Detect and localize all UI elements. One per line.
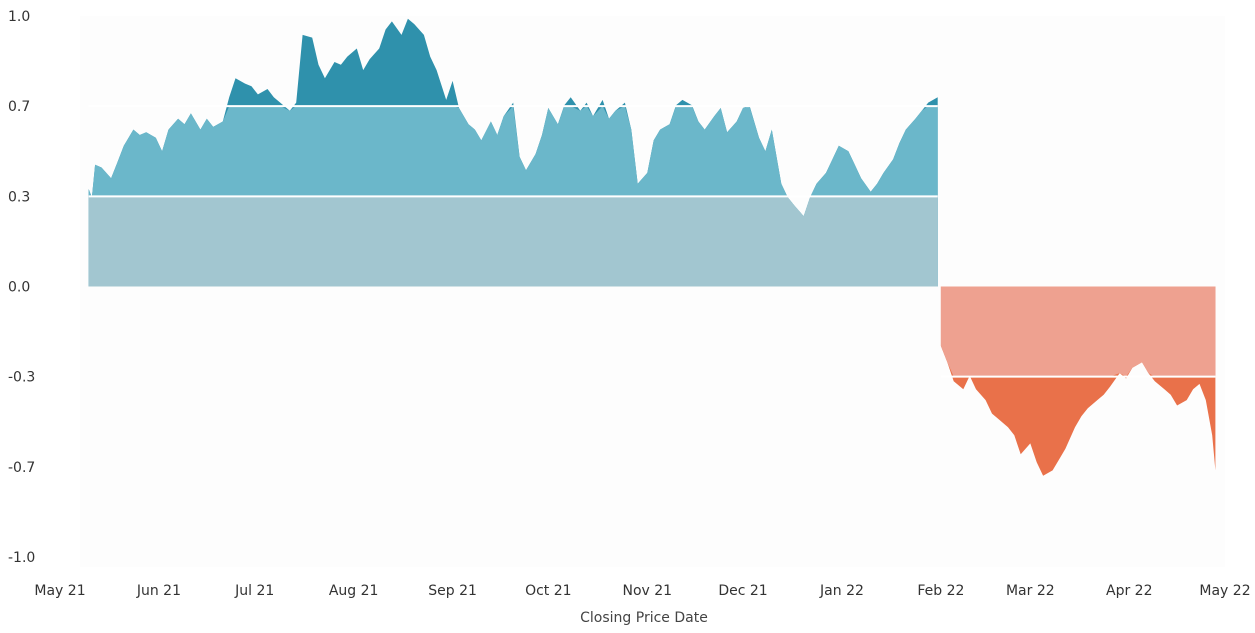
y-tick-label: 0.3 <box>8 189 30 205</box>
x-tick-label: May 22 <box>1199 583 1250 599</box>
x-tick-label: Feb 22 <box>917 583 964 599</box>
y-tick-label: 1.0 <box>8 9 30 25</box>
y-tick-label: 0.0 <box>8 280 30 296</box>
positive-band-low <box>88 196 938 287</box>
x-tick-label: Sep 21 <box>428 583 477 599</box>
y-axis: 1.0 0.7 0.3 0.0 -0.3 -0.7 -1.0 <box>8 9 35 566</box>
x-tick-label: Oct 21 <box>525 583 571 599</box>
x-axis-title: Closing Price Date <box>580 610 708 626</box>
x-tick-label: Jun 21 <box>136 583 181 599</box>
x-tick-label: Apr 22 <box>1106 583 1152 599</box>
y-tick-label: -0.3 <box>8 370 35 386</box>
x-tick-label: Jan 22 <box>819 583 864 599</box>
x-tick-label: Dec 21 <box>718 583 767 599</box>
reference-lines <box>88 105 1216 378</box>
y-tick-label: -1.0 <box>8 550 35 566</box>
x-tick-label: Jul 21 <box>234 583 274 599</box>
x-tick-label: Nov 21 <box>622 583 672 599</box>
negative-band-low <box>940 286 1216 377</box>
x-tick-label: Mar 22 <box>1006 583 1055 599</box>
x-tick-label: Aug 21 <box>329 583 379 599</box>
x-tick-label: May 21 <box>34 583 85 599</box>
y-tick-label: 0.7 <box>8 99 30 115</box>
y-tick-label: -0.7 <box>8 460 35 476</box>
x-axis: May 21 Jun 21 Jul 21 Aug 21 Sep 21 Oct 21 Nov … <box>34 583 1250 599</box>
